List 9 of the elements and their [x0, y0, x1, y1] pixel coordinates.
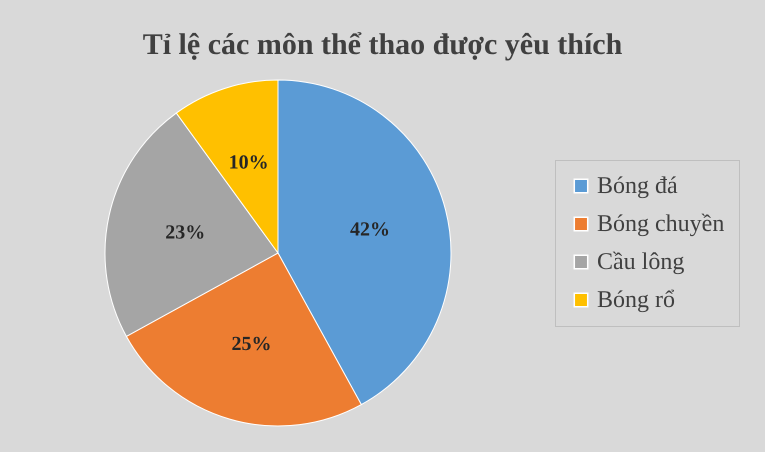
data-label: 23%: [165, 221, 206, 244]
legend-label: Bóng đá: [597, 173, 678, 199]
data-label: 25%: [231, 333, 272, 356]
legend-label: Bóng chuyền: [597, 211, 724, 237]
legend-label: Cầu lông: [597, 249, 684, 275]
data-label: 42%: [350, 218, 390, 240]
data-label: 10%: [228, 152, 269, 174]
legend-label: Bóng rổ: [597, 287, 675, 313]
chart-title: Tỉ lệ các môn thể thao được yêu thích: [142, 28, 623, 61]
